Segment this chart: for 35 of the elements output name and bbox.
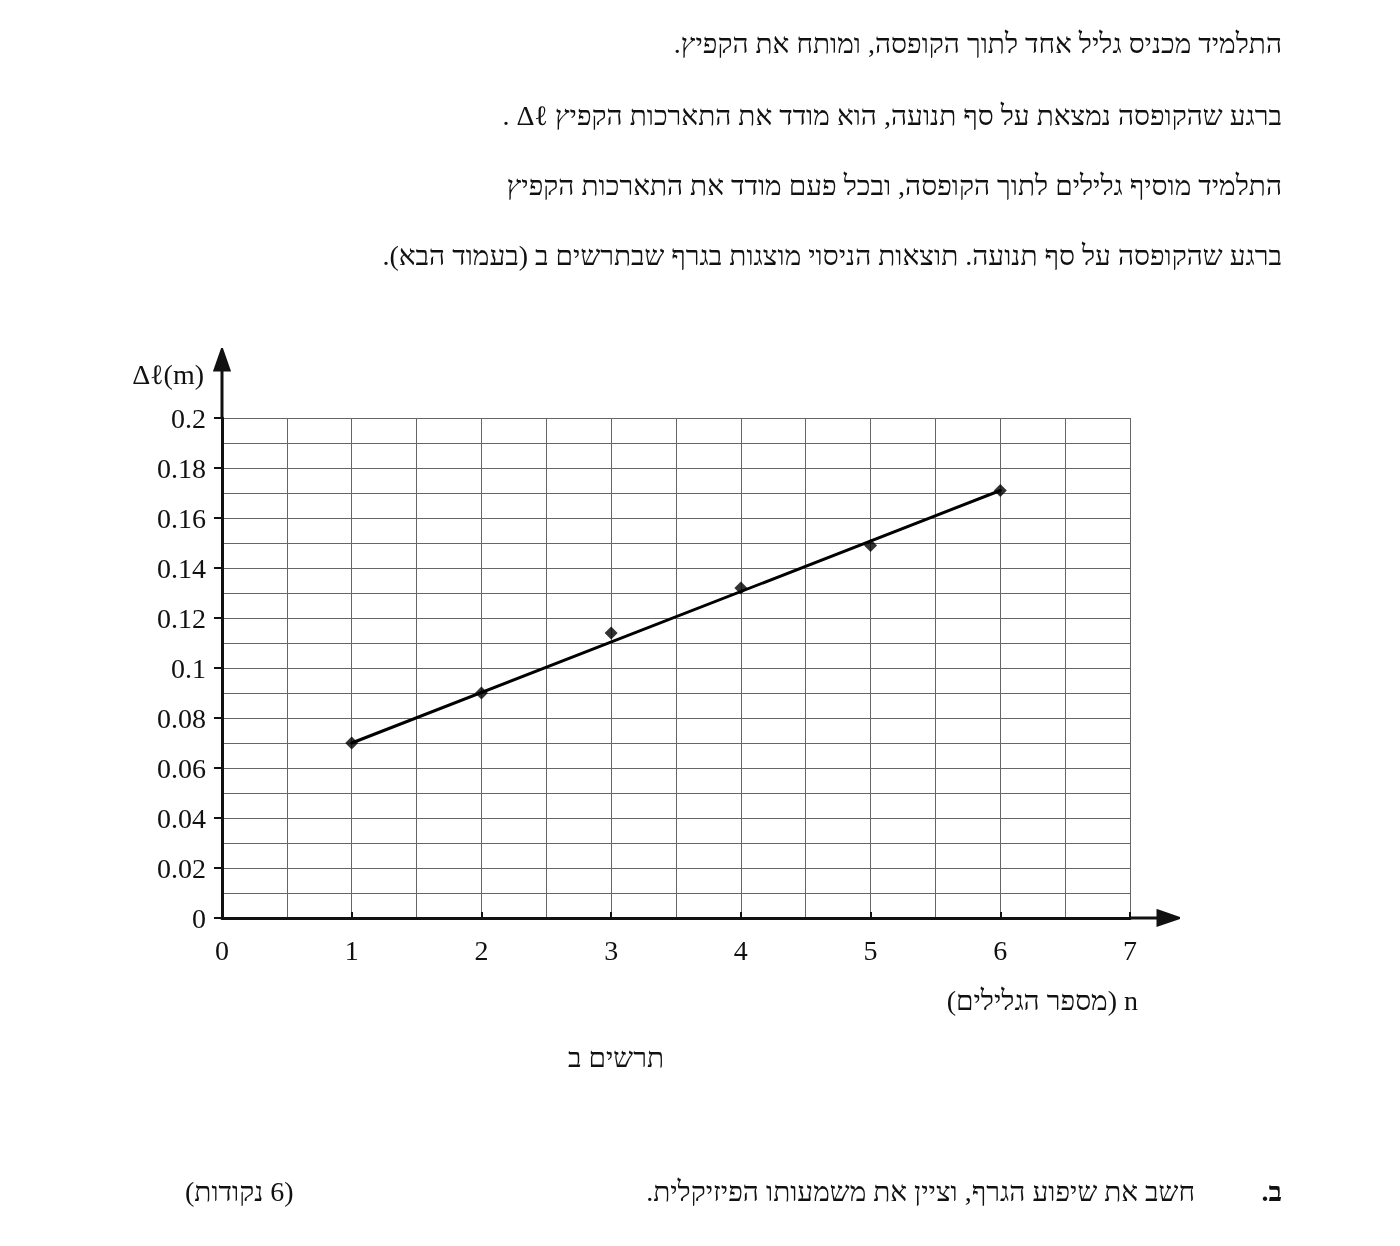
text: התלמיד מוסיף גלילים לתוך הקופסה, ובכל פעם מודד את התארכות הקפיץ [506,170,1282,202]
text: תרשים ב [568,1042,664,1074]
x-tick-label: 4 [733,934,748,966]
x-axis-title: n (מספר הגלילים) [946,985,1138,1017]
text: ברגע שהקופסה על סף תנועה. תוצאות הניסוי מוצגות בגרף שבתרשים ב (בעמוד הבא). [382,240,1282,272]
y-tick-label: 0.1 [171,652,206,684]
x-tick-label: 3 [604,934,619,966]
point [604,626,618,640]
y-tick-label: 0.14 [157,552,206,584]
text: (6 נקודות) [185,1176,294,1208]
x-tick-label: 1 [344,934,359,966]
text: ברגע שהקופסה נמצאת על סף תנועה, הוא מודד את התארכות הקפיץ Δℓ . [502,100,1282,132]
point [345,736,359,750]
y-axis-title: Δℓ(m) [132,358,204,390]
x-tick-label: 2 [474,934,489,966]
x-tick-label: 6 [993,934,1008,966]
point [734,581,748,595]
text: חשב את שיפוע הגרף, וציין את משמעותו הפיזיקלית. [646,1176,1195,1208]
y-tick-label: 0 [192,902,206,934]
y-tick-label: 0.2 [171,402,206,434]
y-tick-label: 0.04 [157,802,206,834]
text: ב. [1261,1176,1282,1208]
point [864,539,878,552]
text: התלמיד מכניס גליל אחד לתוך הקופסה, ומותח את הקפיץ. [673,28,1282,60]
y-tick-label: 0.02 [157,852,206,884]
y-tick-label: 0.12 [157,602,206,634]
x-tick-label: 7 [1123,934,1137,966]
y-tick-label: 0.08 [157,702,206,734]
y-tick-label: 0.18 [157,452,206,484]
y-tick-label: 0.06 [157,752,206,784]
x-tick-label: 0 [215,934,229,966]
point [993,484,1007,497]
point [474,686,488,700]
y-tick-label: 0.16 [157,502,206,534]
x-tick-label: 5 [863,934,878,966]
